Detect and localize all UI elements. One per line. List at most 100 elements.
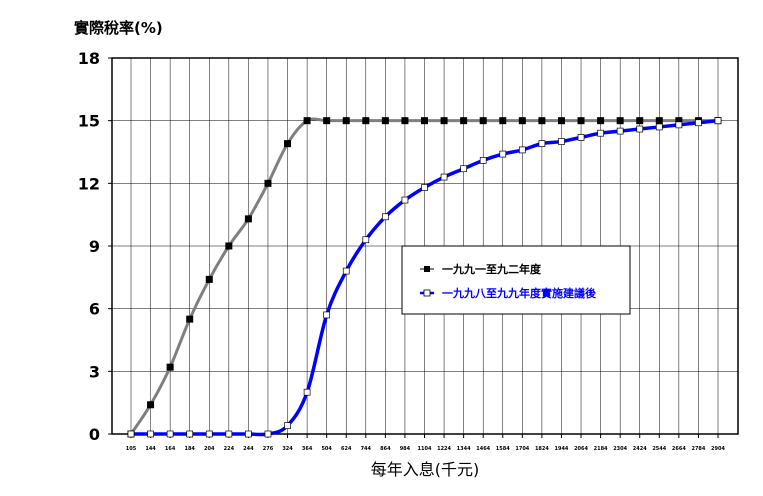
data-point-series-1 — [323, 117, 331, 125]
data-point-series-2 — [225, 430, 233, 438]
data-point-series-2 — [303, 388, 311, 396]
data-point-series-2 — [362, 236, 370, 244]
data-point-series-2 — [558, 138, 565, 145]
data-point-series-2 — [245, 430, 252, 438]
data-point-series-2 — [166, 430, 174, 438]
data-point-series-2 — [479, 157, 487, 164]
data-point-series-2 — [636, 125, 644, 133]
data-point-series-1 — [303, 117, 311, 125]
data-point-series-1 — [147, 401, 155, 409]
x-tick-label: 244 — [243, 446, 254, 452]
data-point-series-2 — [597, 129, 604, 137]
series-group — [127, 117, 722, 438]
data-point-series-1 — [381, 117, 389, 125]
data-point-series-1 — [205, 275, 213, 283]
x-tick-label: 324 — [282, 446, 293, 452]
data-point-series-1 — [362, 117, 370, 125]
x-tick-label: 1824 — [535, 446, 549, 452]
data-point-series-1 — [577, 117, 585, 125]
data-point-series-1 — [284, 140, 292, 148]
data-point-series-2 — [518, 146, 526, 154]
legend: 一九九一至九二年度 一九九八至九九年度實施建議後 — [401, 245, 631, 315]
data-point-series-1 — [597, 117, 605, 125]
data-point-series-2 — [714, 117, 722, 125]
data-point-series-2 — [264, 430, 272, 438]
data-point-series-1 — [421, 117, 428, 125]
data-point-series-2 — [323, 311, 331, 319]
data-point-series-2 — [127, 430, 135, 438]
data-point-series-2 — [577, 134, 585, 141]
data-point-series-2 — [440, 173, 448, 181]
y-tick-label: 12 — [78, 174, 100, 193]
x-tick-label: 105 — [126, 446, 137, 452]
x-tick-label: 1224 — [437, 446, 451, 452]
x-tick-label: 276 — [263, 446, 274, 452]
x-tick-label: 2904 — [711, 446, 725, 452]
y-tick-labels: 0 3 6 9 12 15 18 — [78, 49, 100, 444]
data-point-series-2 — [284, 422, 291, 429]
data-point-series-1 — [479, 117, 487, 125]
x-tick-label: 2184 — [594, 446, 608, 452]
data-point-series-1 — [538, 117, 546, 125]
data-point-series-2 — [205, 430, 213, 438]
x-tick-label: 164 — [165, 446, 176, 452]
data-point-series-2 — [382, 213, 389, 221]
x-tick-label: 1104 — [418, 446, 432, 452]
data-point-series-2 — [421, 184, 428, 191]
data-point-series-1 — [557, 117, 565, 125]
y-tick-label: 3 — [89, 362, 100, 381]
y-tick-label: 18 — [78, 49, 100, 68]
x-tick-label: 864 — [380, 446, 391, 452]
x-tick-labels: 105 144 164 184 204 224 244 276 324 364 504 624 744 8… — [126, 446, 726, 452]
x-tick-label: 1344 — [457, 446, 471, 452]
legend-marker-2 — [423, 289, 431, 297]
data-point-series-1 — [675, 117, 683, 125]
x-tick-label: 144 — [145, 446, 156, 452]
y-tick-label: 0 — [89, 425, 100, 444]
legend-label-2: 一九九八至九九年度實施建議後 — [442, 286, 597, 300]
data-point-series-2 — [147, 430, 154, 438]
data-point-series-2 — [460, 165, 467, 173]
legend-label-1: 一九九一至九二年度 — [442, 262, 542, 276]
x-tick-label: 2304 — [613, 446, 627, 452]
legend-box — [401, 245, 631, 315]
x-tick-label: 504 — [321, 446, 332, 452]
data-point-series-2 — [675, 121, 683, 129]
x-tick-label: 1584 — [496, 446, 510, 452]
x-tick-label: 364 — [302, 446, 313, 452]
data-point-series-1 — [616, 117, 624, 125]
y-tick-label: 15 — [78, 112, 100, 131]
data-point-series-2 — [616, 127, 624, 135]
data-point-series-1 — [264, 179, 272, 187]
data-point-series-1 — [518, 117, 526, 125]
x-tick-label: 1704 — [515, 446, 529, 452]
x-tick-label: 2424 — [633, 446, 647, 452]
x-tick-label: 1464 — [476, 446, 490, 452]
x-tick-label: 184 — [184, 446, 195, 452]
data-point-series-1 — [244, 215, 252, 223]
data-point-series-1 — [499, 117, 507, 125]
data-point-series-1 — [342, 117, 350, 125]
data-point-series-2 — [342, 267, 350, 275]
y-tick-label: 9 — [89, 237, 100, 256]
data-point-series-1 — [440, 117, 448, 125]
y-axis-label: 實際稅率(%) — [74, 19, 163, 37]
x-tick-label: 624 — [341, 446, 352, 452]
x-tick-label: 984 — [400, 446, 411, 452]
data-point-series-2 — [186, 430, 194, 438]
legend-marker-1 — [424, 266, 430, 272]
x-tick-label: 2784 — [691, 446, 705, 452]
x-tick-label: 1944 — [555, 446, 569, 452]
x-tick-label: 2064 — [574, 446, 588, 452]
data-point-series-2 — [695, 119, 702, 127]
data-point-series-2 — [655, 123, 663, 131]
y-tick-label: 6 — [89, 300, 100, 319]
data-point-series-2 — [538, 140, 546, 147]
data-point-series-2 — [499, 150, 507, 158]
data-point-series-2 — [401, 196, 409, 204]
x-axis-label: 每年入息(千元) — [371, 460, 480, 479]
x-tick-label: 224 — [224, 446, 235, 452]
x-tick-label: 2664 — [672, 446, 686, 452]
x-tick-label: 744 — [361, 446, 372, 452]
